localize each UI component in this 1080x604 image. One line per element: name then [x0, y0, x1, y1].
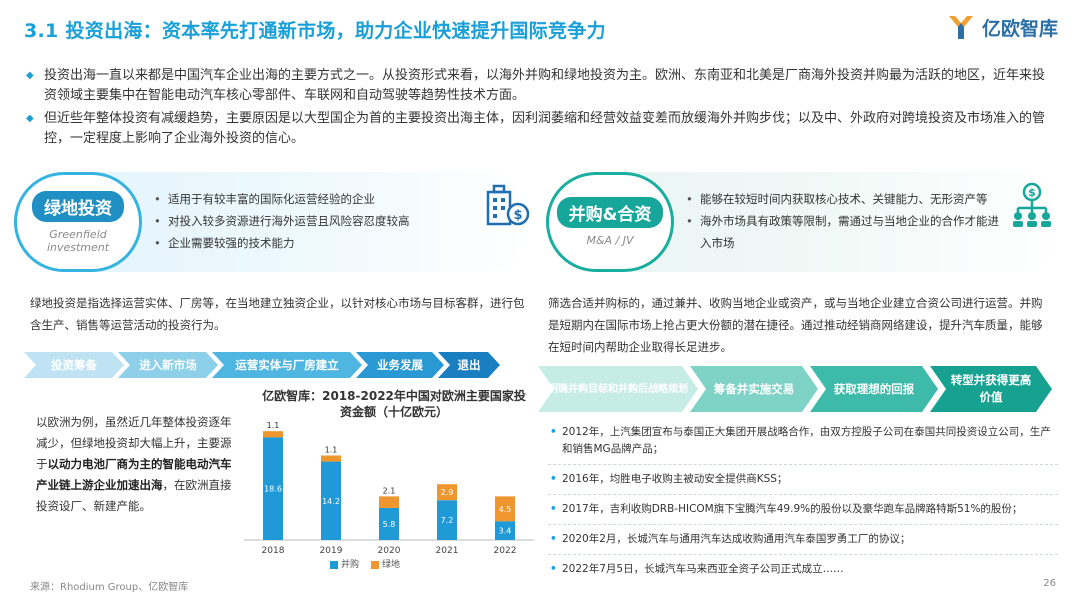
greenfield-description: 绿地投资是指选择运营实体、厂房等，在当地建立独资企业，以针对核心市场与目标客群，… — [30, 296, 525, 332]
ma-description: 筛选合适并购标的，通过兼并、收购当地企业或资产，或与当地企业建立合资公司进行运营… — [548, 296, 1043, 354]
bar-ma-2020 — [379, 507, 399, 540]
greenfield-badge: 绿地投资 Greenfield investment — [14, 172, 142, 272]
chart-title: 亿欧智库：2018-2022年中国对欧洲主要国家投资金额（十亿欧元） — [262, 389, 526, 419]
svg-text:$: $ — [513, 208, 522, 223]
case-text-plain: 以欧洲为例，虽然近几年整体投资逐年减少，但绿地投资却大幅上升，主要源于 — [36, 415, 232, 471]
ma-title: 并购&合资 — [556, 197, 664, 228]
ma-banner: 并购&合资 M&A / JV 能够在较短时间内获取核心技术、关键能力、无形资产等… — [546, 172, 1066, 272]
feature-item: 能够在较短时间内获取核心技术、关键能力、无形资产等 — [686, 188, 1006, 210]
chart-legend: 并购 绿地 — [330, 557, 400, 570]
case-text-tail: ，在欧洲直接投资设厂、新建产能。 — [36, 478, 232, 513]
bar-ma-2021 — [437, 500, 457, 540]
bar-ma-2022 — [495, 521, 515, 540]
europe-case-text: 以欧洲为例，虽然近几年整体投资逐年减少，但绿地投资却大幅上升，主要源于以动力电池… — [36, 412, 236, 517]
greenfield-banner: 绿地投资 Greenfield investment 适用于有较丰富的国际化运营… — [14, 172, 534, 272]
data-label: 7.2 — [441, 516, 454, 525]
svg-text:$: $ — [1028, 186, 1036, 199]
data-label: 1.1 — [325, 445, 338, 454]
process-step: 明确并购目标和并购后战略规划 — [538, 366, 698, 412]
data-label: 2.9 — [441, 488, 454, 497]
data-label: 2.1 — [383, 486, 396, 495]
legend-item: 绿地 — [371, 557, 400, 570]
greenfield-features: 适用于有较丰富的国际化运营经验的企业 对投入较多资源进行海外运营且风险容忍度较高… — [154, 188, 454, 254]
greenfield-title: 绿地投资 — [32, 190, 124, 222]
investment-bar-chart: 18.6 1.1 2018 14.2 1.1 2019 5.8 2.1 2020 7.2 2.9 20… — [244, 421, 534, 556]
x-tick-label: 2019 — [320, 546, 343, 556]
data-label: 5.8 — [383, 520, 396, 529]
page-number: 26 — [1043, 578, 1056, 589]
intro-bullet: 投资出海一直以来都是中国汽车企业出海的主要方式之一。从投资形式来看，以海外并购和… — [26, 66, 1056, 106]
brand-logo: 亿欧智库 — [946, 12, 1058, 42]
legend-label: 绿地 — [382, 560, 401, 570]
bar-greenfield-2022 — [495, 496, 515, 522]
building-dollar-icon: $ — [486, 184, 530, 226]
feature-item: 企业需要较强的技术能力 — [154, 232, 454, 254]
feature-item: 海外市场具有政策等限制，需通过与当地企业的合作才能进入市场 — [686, 210, 1006, 254]
case-text-bold: 以动力电池厂商为主的智能电动汽车产业链上游企业加速出海 — [36, 457, 232, 492]
bar-ma-2019 — [321, 461, 341, 540]
feature-item: 适用于有较丰富的国际化运营经验的企业 — [154, 188, 454, 210]
list-item: 2022年7月5日，长城汽车马来西亚全资子公司正式成立…… — [548, 561, 1058, 584]
x-tick-label: 2018 — [262, 546, 285, 556]
process-step: 转型并获得更高价值 — [930, 366, 1052, 412]
legend-swatch — [330, 560, 338, 569]
logo-text: 亿欧智库 — [981, 17, 1058, 40]
legend-label: 并购 — [341, 560, 360, 570]
greenfield-subtitle: Greenfield investment — [46, 227, 110, 254]
process-step: 获取理想的回报 — [810, 366, 938, 412]
x-tick-label: 2022 — [494, 546, 517, 556]
process-step: 退出 — [438, 352, 500, 378]
legend-swatch — [371, 560, 380, 569]
list-item: 2012年，上汽集团宣布与泰国正大集团开展战略合作，由双方控股子公司在泰国共同投… — [548, 424, 1058, 465]
ma-events-list: 2012年，上汽集团宣布与泰国正大集团开展战略合作，由双方控股子公司在泰国共同投… — [548, 424, 1058, 590]
intro-bullet: 但近些年整体投资有减缓趋势，主要原因是以大型国企为首的主要投资出海主体，因利润萎… — [26, 109, 1056, 149]
x-tick-label: 2021 — [436, 546, 459, 556]
page-title: 3.1 投资出海：资本率先打通新市场，助力企业快速提升国际竞争力 — [24, 20, 606, 42]
data-label: 14.2 — [322, 497, 340, 506]
list-item: 2020年2月，长城汽车与通用汽车达成收购通用汽车泰国罗勇工厂的协议； — [548, 531, 1058, 555]
process-step: 业务发展 — [356, 352, 444, 378]
process-step: 投资筹备 — [24, 352, 124, 378]
ma-features: 能够在较短时间内获取核心技术、关键能力、无形资产等 海外市场具有政策等限制，需通… — [686, 188, 1006, 254]
process-step: 筹备并实施交易 — [690, 366, 818, 412]
source-note: 来源：Rhodium Group、亿欧智库 — [30, 582, 189, 593]
list-item: 2017年，吉利收购DRB-HICOM旗下宝腾汽车49.9%的股份以及豪华跑车品… — [548, 501, 1058, 525]
process-step: 进入新市场 — [118, 352, 218, 378]
yiou-logo-icon — [948, 16, 973, 39]
data-label: 3.4 — [499, 527, 512, 536]
data-label: 18.6 — [264, 485, 282, 494]
data-label: 4.5 — [499, 505, 512, 514]
intro-bullets: 投资出海一直以来都是中国汽车企业出海的主要方式之一。从投资形式来看，以海外并购和… — [26, 66, 1056, 152]
greenfield-process: 投资筹备 进入新市场 运营实体与厂房建立 业务发展 退出 — [24, 352, 494, 378]
bar-greenfield-2021 — [437, 484, 457, 501]
org-network-dollar-icon: $ — [1013, 182, 1051, 227]
bar-greenfield-2019 — [321, 455, 341, 462]
bar-ma-2018 — [263, 437, 283, 540]
ma-process: 明确并购目标和并购后战略规划 筹备并实施交易 获取理想的回报 转型并获得更高价值 — [538, 366, 1044, 412]
process-step: 运营实体与厂房建立 — [212, 352, 362, 378]
bar-greenfield-2020 — [379, 496, 399, 508]
ma-subtitle: M&A / JV — [586, 234, 634, 247]
bar-greenfield-2018 — [263, 431, 283, 438]
feature-item: 对投入较多资源进行海外运营且风险容忍度较高 — [154, 210, 454, 232]
ma-badge: 并购&合资 M&A / JV — [546, 172, 674, 272]
list-item: 2016年，均胜电子收购主被动安全提供商KSS； — [548, 471, 1058, 495]
data-label: 1.1 — [267, 421, 280, 430]
x-tick-label: 2020 — [378, 546, 401, 556]
legend-item: 并购 — [330, 557, 359, 570]
